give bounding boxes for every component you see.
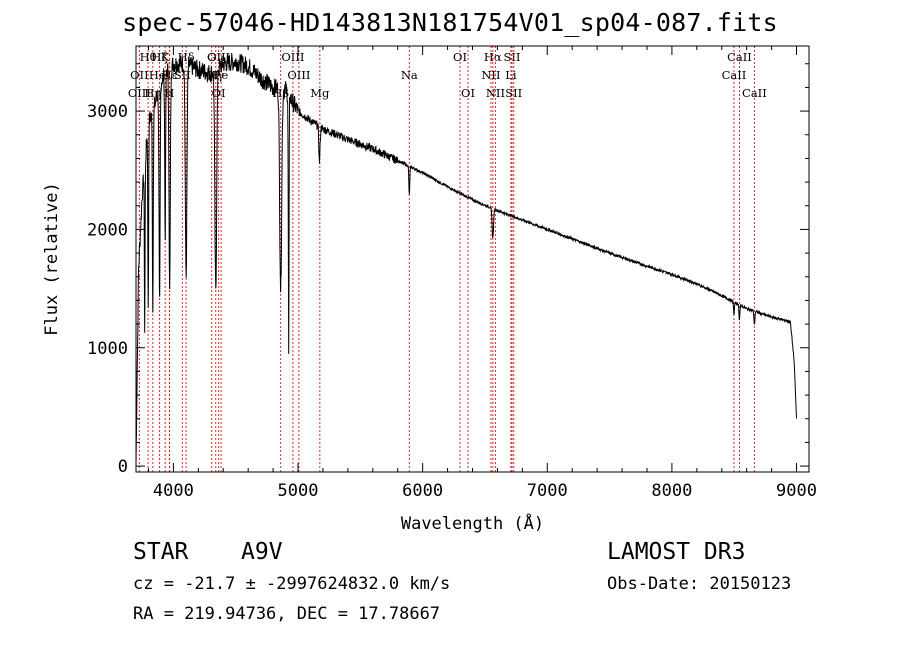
y-tick-label: 3000 (87, 102, 128, 122)
object-type: STAR (133, 539, 189, 565)
line-markers: HθOIIOIIIKHeIHηHζHεHHδSIIGHγOIIIFeOIOIII… (128, 46, 767, 472)
marker-label: K (161, 50, 170, 64)
marker-label: NII (481, 68, 500, 82)
x-tick-label: 4000 (153, 481, 194, 501)
marker-label: SII (504, 50, 521, 64)
marker-label: OI (212, 86, 226, 100)
y-axis-label: Flux (relative) (42, 182, 62, 336)
marker-label: Li (505, 68, 517, 82)
y-tick-label: 0 (118, 457, 128, 477)
axis-ticks: 4000 5000 6000 7000 8000 9000 0 1000 2000 3000 (87, 46, 817, 501)
marker-label: CaII (722, 68, 747, 82)
marker-label: Hθ (140, 50, 157, 64)
y-tick-label: 1000 (87, 339, 128, 359)
marker-label: SII (505, 86, 522, 100)
x-tick-label: 7000 (527, 481, 568, 501)
marker-label: Hα (484, 50, 502, 64)
chart-title: spec-57046-HD143813N181754V01_sp04-087.f… (122, 8, 778, 37)
x-tick-label: 6000 (402, 481, 443, 501)
marker-label: SII (174, 68, 191, 82)
marker-label: G (207, 50, 216, 64)
marker-label: HeI (149, 68, 170, 82)
marker-label: NII (486, 86, 505, 100)
marker-label: Mg (310, 86, 330, 100)
survey-name: LAMOST DR3 (607, 539, 746, 565)
marker-label: OIII (128, 86, 151, 100)
x-axis-label: Wavelength (Å) (401, 512, 544, 534)
marker-label: OII (130, 68, 149, 82)
marker-label: H (164, 86, 174, 100)
marker-label: Hζ (151, 50, 167, 64)
spectral-class: A9V (241, 539, 283, 565)
observation-date: Obs-Date: 20150123 (607, 574, 792, 594)
marker-label: CaII (727, 50, 752, 64)
marker-label: CaII (742, 86, 767, 100)
marker-label: OIII (287, 68, 310, 82)
coordinates: RA = 219.94736, DEC = 17.78667 (133, 604, 441, 624)
x-tick-label: 9000 (776, 481, 817, 501)
redshift-info: cz = -21.7 ± -2997624832.0 km/s (133, 574, 451, 594)
marker-label: OIII (281, 50, 304, 64)
marker-label: OI (461, 86, 475, 100)
spectrum-line (135, 53, 797, 467)
marker-label: Na (401, 68, 418, 82)
marker-label: Hη (144, 86, 161, 100)
x-tick-label: 8000 (651, 481, 692, 501)
plot-frame (135, 45, 810, 473)
x-tick-label: 5000 (278, 481, 319, 501)
y-tick-label: 2000 (87, 220, 128, 240)
marker-label: OI (453, 50, 467, 64)
